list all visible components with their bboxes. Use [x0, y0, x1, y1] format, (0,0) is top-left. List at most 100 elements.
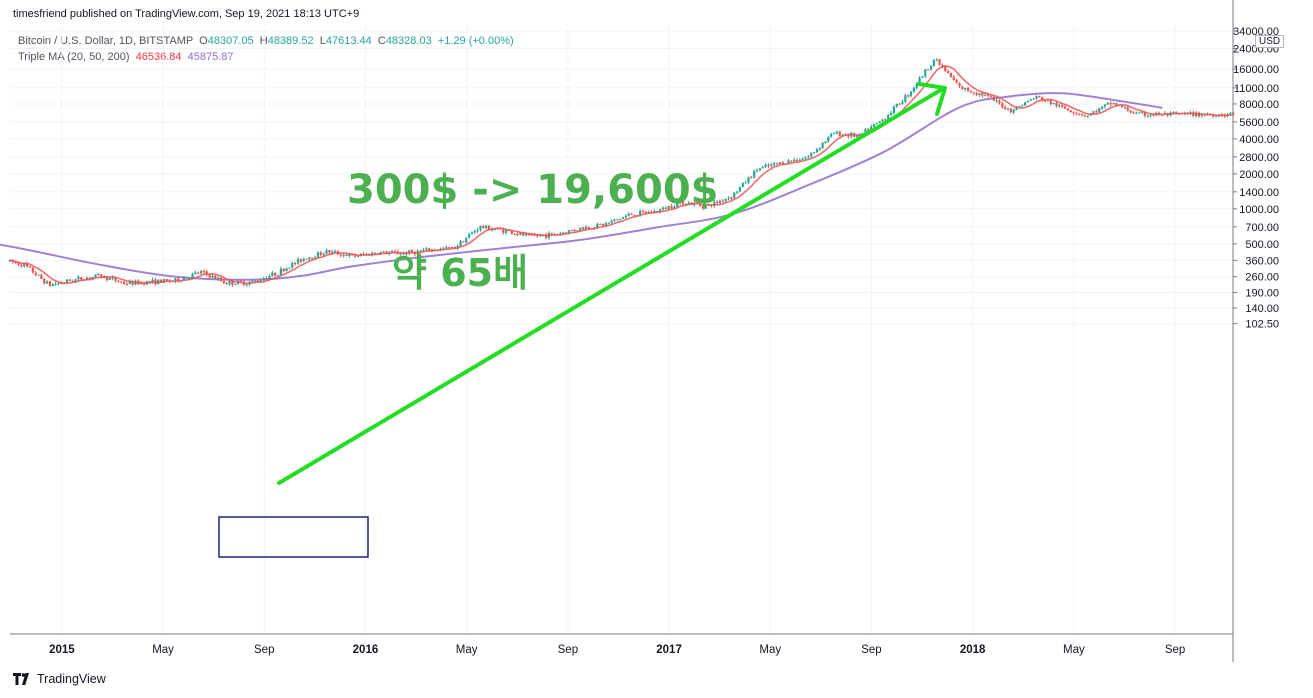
- candle-body: [294, 263, 297, 265]
- candle-body: [847, 134, 850, 137]
- candle-body: [727, 197, 730, 199]
- low-label: L: [319, 35, 326, 47]
- candle-body: [639, 210, 642, 215]
- candle-body: [878, 121, 881, 123]
- indicator-name: Triple MA (20, 50, 200): [18, 51, 130, 63]
- candle-body: [835, 131, 839, 134]
- candle-body: [927, 69, 930, 71]
- candle-body: [34, 272, 37, 276]
- candle-body: [510, 230, 513, 234]
- candle-body: [120, 281, 123, 283]
- candle-body: [382, 251, 385, 253]
- candle-body: [399, 253, 402, 255]
- candle-body: [288, 267, 291, 269]
- candle-body: [895, 103, 898, 107]
- x-tick-label: May: [456, 644, 478, 656]
- candle-body: [1138, 112, 1141, 114]
- candle-body: [314, 257, 317, 259]
- candle-body: [419, 250, 422, 252]
- candle-body: [901, 101, 904, 104]
- candle-body: [214, 275, 217, 280]
- candle-body: [265, 278, 268, 280]
- candle-body: [981, 93, 984, 96]
- candle-body: [487, 225, 491, 231]
- candle-body: [308, 257, 311, 260]
- candle-body: [821, 142, 824, 148]
- candle-body: [596, 223, 599, 228]
- candle-body: [328, 250, 331, 253]
- candle-body: [91, 276, 94, 279]
- candle-body: [812, 152, 816, 154]
- x-tick-label: May: [152, 644, 174, 656]
- candle-body: [667, 206, 670, 210]
- candle-body: [604, 223, 608, 226]
- candle-body: [276, 274, 280, 276]
- candle-body: [331, 251, 334, 253]
- y-tick-label: 140.00: [1245, 303, 1279, 315]
- candle-body: [610, 220, 613, 223]
- open-value: 48307.05: [207, 35, 254, 47]
- candle-body: [1086, 115, 1089, 117]
- y-tick-label: 190.00: [1245, 288, 1279, 300]
- candle-body: [462, 241, 465, 243]
- candle-body: [88, 277, 91, 279]
- candle-body: [245, 284, 248, 286]
- candle-body: [482, 225, 485, 228]
- candle-body: [525, 234, 528, 236]
- x-tick-label: Sep: [254, 644, 274, 656]
- candle-body: [45, 281, 49, 284]
- candle-body: [738, 186, 742, 192]
- candle-body: [773, 163, 776, 165]
- candle-body: [1009, 108, 1012, 113]
- candle-body: [217, 277, 220, 280]
- open-label: O: [199, 35, 208, 47]
- candle-body: [947, 71, 950, 74]
- candle-body: [904, 95, 907, 102]
- candle-body: [125, 283, 129, 285]
- candle-body: [1129, 110, 1132, 113]
- candle-body: [1032, 98, 1035, 100]
- candle-body: [807, 156, 810, 158]
- candle-body: [986, 94, 990, 96]
- candle-body: [744, 182, 747, 184]
- candle-body: [208, 274, 211, 278]
- candle-body: [855, 135, 858, 137]
- candle-body: [670, 206, 673, 209]
- candle-body: [1078, 113, 1081, 115]
- candle-body: [353, 254, 357, 257]
- tradingview-logo[interactable]: TradingView: [13, 672, 106, 686]
- candle-body: [1075, 113, 1078, 115]
- candle-body: [861, 133, 864, 135]
- candle-body: [793, 159, 796, 162]
- candle-body: [718, 200, 722, 203]
- candle-body: [1098, 108, 1101, 113]
- publisher-text: timesfriend published on TradingView.com…: [13, 8, 360, 20]
- candle-body: [68, 279, 71, 282]
- candle-body: [490, 229, 493, 231]
- candle-body: [43, 278, 46, 284]
- currency-badge: USD: [1255, 35, 1285, 48]
- candle-body: [74, 279, 77, 282]
- candle-body: [117, 280, 120, 282]
- candle-body: [747, 177, 750, 183]
- candle-body: [51, 284, 54, 286]
- candle-body: [1063, 106, 1067, 109]
- candle-body: [311, 257, 314, 259]
- candle-body: [966, 87, 970, 92]
- candle-body: [564, 232, 568, 234]
- tradingview-logo-icon: [13, 673, 29, 685]
- candle-body: [832, 133, 836, 135]
- candle-body: [915, 83, 918, 88]
- candle-body: [1132, 112, 1135, 114]
- candle-body: [199, 271, 203, 274]
- candle-body: [713, 201, 716, 206]
- candle-body: [57, 283, 60, 285]
- candle-body: [964, 87, 967, 90]
- candle-body: [114, 277, 117, 281]
- candle-body: [1172, 112, 1175, 114]
- candle-body: [94, 274, 97, 277]
- x-tick-label: May: [759, 644, 781, 656]
- candle-body: [664, 207, 667, 210]
- candle-body: [681, 200, 685, 205]
